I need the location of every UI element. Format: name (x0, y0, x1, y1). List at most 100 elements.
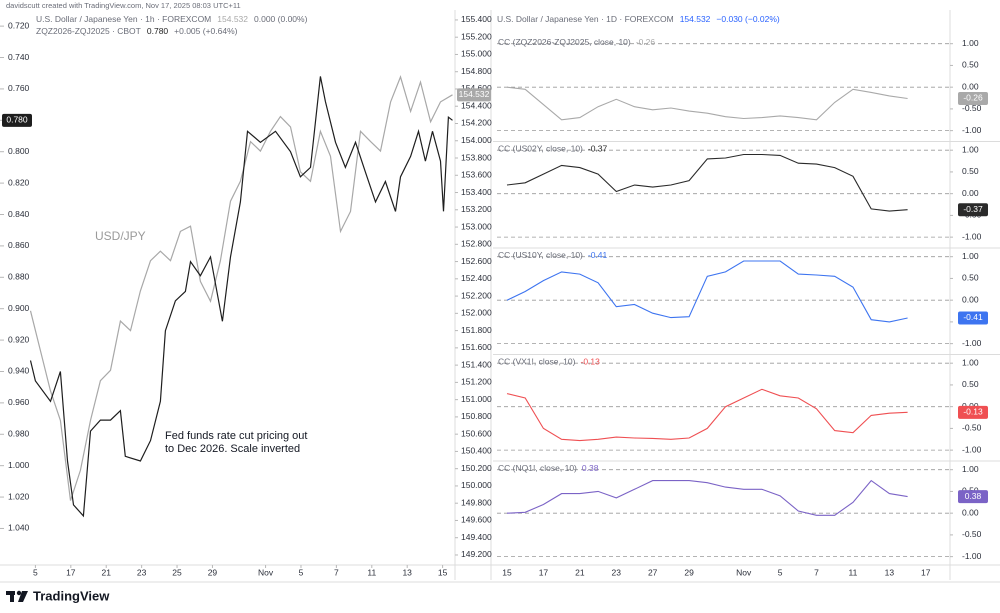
x-tick-label: 21 (575, 567, 585, 577)
y-tick-label: 0.50 (962, 273, 979, 283)
y-tick-label: -0.50 (962, 103, 982, 113)
last-value-label: 0.780 (6, 115, 28, 125)
x-tick-label: 17 (539, 567, 549, 577)
x-tick-label: 11 (367, 567, 376, 577)
logo-part (10, 591, 14, 602)
y2-tick-label: 151.000 (461, 394, 492, 404)
y2-tick-label: 150.200 (461, 463, 492, 473)
legend-name: CC (NQ1!, close, 10) (498, 463, 577, 473)
x-tick-label: Nov (736, 567, 752, 577)
y2-tick-label: 155.000 (461, 49, 492, 59)
legend-value: 0.780 (147, 26, 169, 36)
x-tick-label: 15 (438, 567, 448, 577)
logo-part (18, 591, 28, 602)
pane-price: 154.532 (680, 14, 711, 24)
x-tick-label: 23 (137, 567, 147, 577)
y-tick-label: 0.00 (962, 188, 979, 198)
annotation: Fed funds rate cut pricing out (165, 430, 307, 442)
x-tick-label: 11 (849, 567, 858, 577)
y-tick-label: 0.00 (962, 294, 979, 304)
x-tick-label: 29 (208, 567, 218, 577)
y2-tick-label: 154.400 (461, 100, 492, 110)
y-tick-label: 0.50 (962, 60, 979, 70)
y2-tick-label: 152.400 (461, 273, 492, 283)
annotation: to Dec 2026. Scale inverted (165, 443, 300, 455)
y2-tick-label: 150.000 (461, 480, 492, 490)
y-tick-label: 0.940 (8, 366, 30, 376)
y2-tick-label: 154.200 (461, 118, 492, 128)
legend-name: U.S. Dollar / Japanese Yen · 1h · FOREXC… (36, 14, 211, 24)
x-tick-label: Nov (258, 567, 274, 577)
y-tick-label: -1.00 (962, 444, 982, 454)
logo-part (16, 590, 22, 596)
y2-tick-label: 152.600 (461, 256, 492, 266)
y-tick-label: -0.50 (962, 529, 982, 539)
legend-change: 0.000 (0.00%) (254, 14, 308, 24)
credit: davidscutt created with TradingView.com,… (6, 1, 241, 10)
y2-tick-label: 152.800 (461, 239, 492, 249)
x-tick-label: 15 (502, 567, 512, 577)
logo (6, 590, 28, 602)
y2-tick-label: 151.200 (461, 377, 492, 387)
legend-entry: CC (VX1!, close, 10) -0.13 (498, 357, 600, 367)
y-tick-label: 0.800 (8, 146, 30, 156)
legend-entry: U.S. Dollar / Japanese Yen · 1h · FOREXC… (36, 14, 308, 24)
y2-tick-label: 150.600 (461, 428, 492, 438)
legend-value: 154.532 (217, 14, 248, 24)
y-tick-label: 1.040 (8, 523, 30, 533)
y2-tick-label: 155.400 (461, 14, 492, 24)
x-tick-label: 13 (402, 567, 412, 577)
y2-tick-label: 153.600 (461, 170, 492, 180)
legend-name: CC (US02Y, close, 10) (498, 144, 583, 154)
y-tick-label: 0.00 (962, 507, 979, 517)
y-tick-label: 0.880 (8, 272, 30, 282)
pane-change: −0.030 (−0.02%) (716, 14, 779, 24)
y-tick-label: 1.00 (962, 144, 979, 154)
y2-tick-label: 153.200 (461, 204, 492, 214)
last-value-label: 154.532 (459, 89, 490, 99)
x-tick-label: 13 (885, 567, 895, 577)
last-value-label: -0.41 (963, 312, 983, 322)
last-value-box (958, 405, 988, 419)
y2-tick-label: 151.600 (461, 342, 492, 352)
y-tick-label: 1.020 (8, 491, 30, 501)
series-line (506, 388, 908, 442)
y2-tick-label: 153.400 (461, 187, 492, 197)
last-value-box (958, 91, 988, 105)
y-tick-label: 0.720 (8, 20, 30, 30)
y-tick-label: 0.760 (8, 83, 30, 93)
legend-value: -0.41 (588, 250, 608, 260)
y-tick-label: 0.980 (8, 429, 30, 439)
y-tick-label: 0.50 (962, 166, 979, 176)
last-value-label: -0.13 (963, 407, 983, 417)
annotation: USD/JPY (95, 229, 146, 243)
y2-tick-label: 153.000 (461, 221, 492, 231)
y-tick-label: -1.00 (962, 338, 982, 348)
legend-name: ZQZ2026-ZQJ2025 · CBOT (36, 26, 141, 36)
y2-tick-label: 152.000 (461, 308, 492, 318)
y-tick-label: -1.00 (962, 551, 982, 561)
legend-value: -0.13 (580, 357, 600, 367)
series-line (29, 75, 453, 501)
y2-tick-label: 152.200 (461, 290, 492, 300)
series-line (506, 260, 908, 323)
last-value-box (958, 203, 988, 217)
legend-value: -0.26 (636, 37, 656, 47)
y2-tick-label: 149.800 (461, 497, 492, 507)
x-tick-label: 5 (778, 567, 783, 577)
legend-name: CC (VX1!, close, 10) (498, 357, 576, 367)
x-tick-label: 23 (612, 567, 622, 577)
y-tick-label: 0.860 (8, 240, 30, 250)
y-tick-label: 1.00 (962, 38, 979, 48)
legend-change: +0.005 (+0.64%) (174, 26, 237, 36)
series-line (506, 153, 908, 212)
y-tick-label: 0.50 (962, 379, 979, 389)
legend-entry: CC (NQ1!, close, 10) 0.38 (498, 463, 599, 473)
y2-tick-label: 149.400 (461, 532, 492, 542)
y-tick-label: 1.00 (962, 251, 979, 261)
y2-tick-label: 150.400 (461, 446, 492, 456)
x-tick-label: 7 (334, 567, 339, 577)
y2-tick-label: 154.800 (461, 66, 492, 76)
y-tick-label: 1.00 (962, 464, 979, 474)
